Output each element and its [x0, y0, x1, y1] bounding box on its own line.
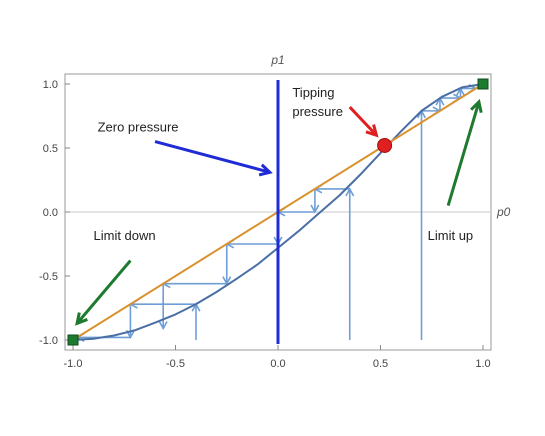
- x-tick-label: -0.5: [166, 358, 185, 370]
- y-tick-label: 0.0: [43, 207, 58, 219]
- annotation-arrow-head: [75, 312, 88, 326]
- annotation-arrow: [348, 106, 379, 138]
- limit-high-marker: [477, 78, 489, 90]
- y-axis-title: p1: [270, 53, 284, 67]
- x-axis-title: p0: [496, 205, 511, 219]
- annotation-arrow-head: [470, 98, 483, 113]
- cobweb-step: [191, 302, 201, 340]
- cobweb-path: [158, 184, 355, 340]
- annotation-arrow-head: [258, 163, 273, 177]
- x-tick-label: 0.5: [373, 358, 388, 370]
- annotation-arrow-shaft: [154, 140, 271, 174]
- annotation-label: Zero pressure: [98, 119, 179, 134]
- y-tick-label: -0.5: [39, 271, 58, 283]
- annotation-arrow-shaft: [348, 106, 378, 137]
- y-tick-label: -1.0: [39, 335, 58, 347]
- cobweb-step: [222, 244, 232, 286]
- data-layer: [67, 78, 489, 346]
- cobweb-step-head: [158, 321, 168, 331]
- annotation-arrow: [446, 98, 483, 207]
- tipping-point-marker: [377, 137, 393, 153]
- cobweb-step: [310, 188, 320, 214]
- cobweb-path: [75, 299, 201, 342]
- annotation-label: pressure: [292, 104, 343, 119]
- x-tick-label: 1.0: [475, 358, 490, 370]
- annotation-label: Tipping: [292, 85, 334, 100]
- annotation-arrow: [75, 259, 132, 326]
- cobweb-step: [161, 279, 227, 289]
- annotation-layer: Zero pressure Tipping pressure Limit down Li…: [75, 85, 483, 326]
- annotation-arrow: [154, 140, 273, 177]
- x-tick-label: -1.0: [64, 358, 83, 370]
- limit-low-marker: [67, 334, 79, 346]
- annotation-arrow-shaft: [446, 101, 481, 207]
- cobweb-step: [158, 283, 168, 331]
- cobweb-step: [416, 109, 427, 340]
- x-tick-label: 0.0: [270, 358, 285, 370]
- annotation-arrow-shaft: [75, 259, 132, 325]
- y-tick-label: 1.0: [43, 79, 58, 91]
- y-tick-label: 0.5: [43, 143, 58, 155]
- cobweb-step: [225, 239, 278, 249]
- annotation-label: Limit down: [94, 228, 156, 243]
- annotation-label: Limit up: [428, 228, 474, 243]
- annotation-arrow-head: [365, 124, 379, 138]
- axes-layer: -1.0 -0.5 0.0 0.5 1.0 -1.0 -0.5 0.0 0.5 1.0 p1 p0: [39, 53, 511, 370]
